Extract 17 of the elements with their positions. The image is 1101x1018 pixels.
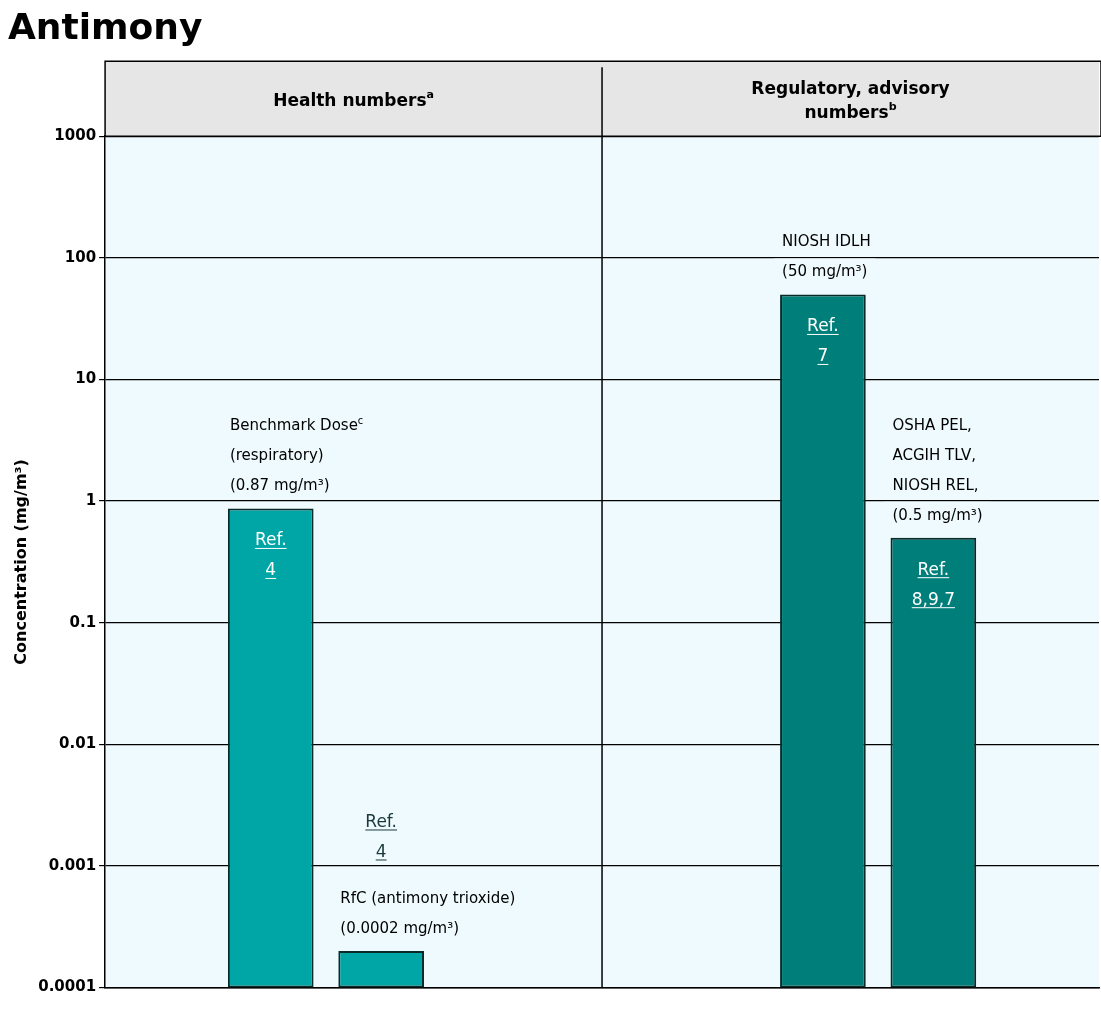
y-tick-label: 100 xyxy=(64,247,97,266)
y-axis-title: Concentration (mg/m³) xyxy=(10,459,30,665)
y-tick-label: 0.0001 xyxy=(38,977,97,996)
annotation: Ref. 4 xyxy=(365,810,398,861)
data-label: OSHA PEL, ACGIH TLV, NIOSH REL, (0.5 mg/m³) xyxy=(892,415,983,524)
data-label: NIOSH IDLH (50 mg/m³) xyxy=(782,232,871,281)
annotation: Ref. 4 xyxy=(254,529,287,580)
y-tick-label: 0.1 xyxy=(69,612,97,631)
y-tick-label: 10 xyxy=(75,369,97,388)
annotation: Ref. 8,9,7 xyxy=(911,558,955,609)
y-tick-label: 0.001 xyxy=(48,855,97,874)
y-tick-label: 1000 xyxy=(54,126,97,145)
data-label: RfC (antimony trioxide) (0.0002 mg/m³) xyxy=(340,888,516,937)
annotation: Ref. 7 xyxy=(807,315,839,366)
y-tick-label: 1 xyxy=(85,490,97,509)
chart-title: Antimony xyxy=(8,5,203,47)
y-tick-label: 0.01 xyxy=(59,734,97,753)
